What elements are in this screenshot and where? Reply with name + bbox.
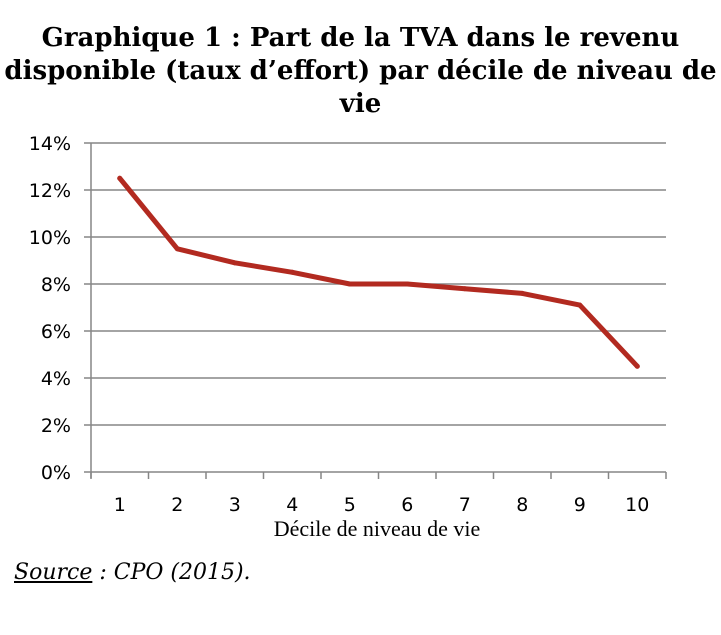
data-point-0-8 [577, 302, 583, 308]
source-label: Source [14, 560, 93, 585]
data-point-0-3 [289, 269, 295, 275]
y-tick-label-5: 10% [29, 227, 71, 249]
y-tick-label-4: 8% [41, 274, 71, 296]
x-tick-label-1: 2 [171, 494, 183, 516]
chart-title-line-3: vie [339, 89, 382, 119]
y-tick-label-6: 12% [29, 180, 71, 202]
data-point-0-4 [347, 281, 353, 287]
data-point-0-1 [174, 246, 180, 252]
x-tick-label-8: 9 [574, 494, 586, 516]
source-text: : CPO (2015). [92, 560, 251, 585]
data-point-0-5 [404, 281, 410, 287]
axes [84, 142, 667, 479]
source-note: Source : CPO (2015). [14, 560, 251, 585]
chart-title-line-2: disponible (taux d’effort) par décile de… [4, 56, 717, 86]
line-chart: 0% 2% 4% 6% 8% 10% 12% 14% 1 2 3 4 5 6 7 8 9 10 Décile d… [29, 133, 667, 541]
y-tick-labels: 0% 2% 4% 6% 8% 10% 12% 14% [29, 133, 71, 484]
x-tick-label-7: 8 [516, 494, 528, 516]
data-point-0-9 [634, 363, 640, 369]
y-tick-label-2: 4% [41, 368, 71, 390]
x-tick-label-2: 3 [229, 494, 241, 516]
chart-title-line-1: Graphique 1 : Part de la TVA dans le rev… [41, 23, 680, 53]
series-line-0 [117, 175, 640, 369]
x-tick-label-5: 6 [401, 494, 413, 516]
series-group [117, 175, 640, 369]
x-tick-label-3: 4 [286, 494, 298, 516]
x-tick-label-0: 1 [114, 494, 126, 516]
y-tick-label-7: 14% [29, 133, 71, 155]
x-axis-title: Décile de niveau de vie [274, 516, 480, 541]
y-tick-label-0: 0% [41, 462, 71, 484]
x-tick-labels: 1 2 3 4 5 6 7 8 9 10 [114, 494, 650, 516]
x-tick-label-9: 10 [625, 494, 649, 516]
data-point-0-0 [117, 175, 123, 181]
y-tick-label-3: 6% [41, 321, 71, 343]
chart-title: Graphique 1 : Part de la TVA dans le rev… [0, 22, 721, 121]
data-point-0-6 [462, 286, 468, 292]
data-point-0-7 [519, 290, 525, 296]
data-point-0-2 [232, 260, 238, 266]
x-tick-label-6: 7 [459, 494, 471, 516]
y-tick-label-1: 2% [41, 415, 71, 437]
x-tick-label-4: 5 [344, 494, 356, 516]
